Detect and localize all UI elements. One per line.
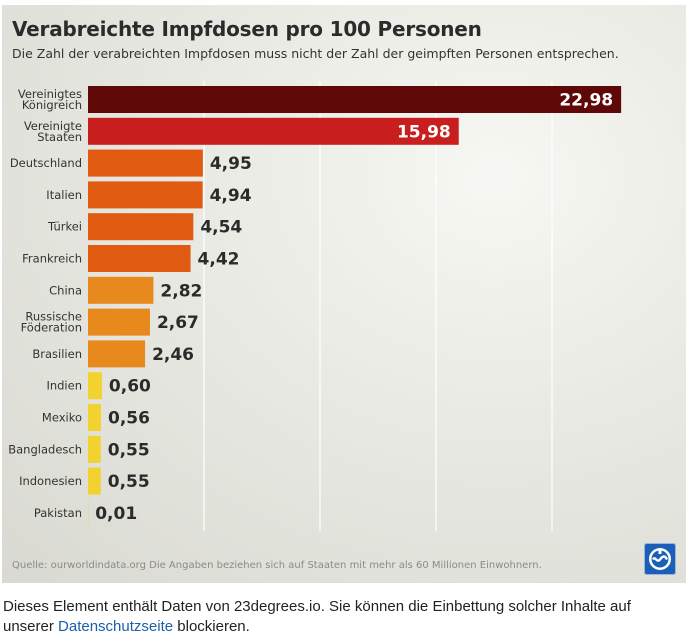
category-label: Mexiko [42,411,82,425]
bar [88,213,193,240]
value-label: 0,55 [108,472,150,492]
value-label: 2,82 [160,281,202,301]
bar [88,468,101,495]
bars: 22,9815,984,954,944,544,422,822,672,460,… [88,86,621,526]
value-label: 0,01 [95,504,137,524]
category-label-line: Pakistan [34,506,82,520]
category-label: Pakistan [34,506,82,520]
bar [88,277,153,304]
category-label-line: Königreich [22,98,82,112]
bar [88,436,101,463]
bar [88,150,203,177]
source-note: Quelle: ourworldindata.org Die Angaben b… [12,560,542,571]
bar [88,309,150,336]
privacy-page-link[interactable]: Datenschutzseite [58,618,173,635]
value-label: 15,98 [397,122,451,142]
category-label-line: Frankreich [22,252,82,266]
bar [88,181,203,208]
value-label: 22,98 [559,91,613,111]
category-label: Deutschland [10,156,82,170]
category-label: China [49,283,82,297]
category-label-line: Indonesien [19,474,82,488]
value-label: 4,54 [200,218,242,238]
bar-chart: 22,9815,984,954,944,544,422,822,672,460,… [2,5,686,583]
embed-notice: Dieses Element enthält Daten von 23degre… [3,597,683,637]
bar [88,340,145,367]
category-label: Bangladesch [8,442,82,456]
value-label: 2,46 [152,345,194,365]
category-label-line: Brasilien [32,347,82,361]
value-label: 4,42 [198,250,240,270]
value-label: 4,94 [210,186,252,206]
embed-notice-text-end: blockieren. [173,618,250,635]
value-label: 0,56 [108,409,150,429]
category-label-line: Staaten [37,130,82,144]
tagesschau-logo-icon [644,543,676,575]
bar [88,245,191,272]
chart-card: Verabreichte Impfdosen pro 100 Personen … [2,5,686,583]
value-label: 0,55 [108,440,150,460]
category-label-line: Bangladesch [8,442,82,456]
category-label-line: Indien [46,379,82,393]
category-label-line: Mexiko [42,411,82,425]
category-label-line: Türkei [47,220,82,234]
bar [88,372,102,399]
category-label: Indien [46,379,82,393]
category-label-line: China [49,283,82,297]
category-label: Italien [46,188,82,202]
category-label: Brasilien [32,347,82,361]
bar [88,404,101,431]
category-label-line: Deutschland [10,156,82,170]
category-label: Frankreich [22,252,82,266]
gridlines [204,81,552,531]
category-label: Türkei [47,220,82,234]
value-label: 4,95 [210,154,252,174]
value-label: 0,60 [109,377,151,397]
category-label: Indonesien [19,474,82,488]
value-label: 2,67 [157,313,199,333]
category-label-line: Italien [46,188,82,202]
category-label-line: Föderation [21,321,82,335]
bar [88,86,621,113]
